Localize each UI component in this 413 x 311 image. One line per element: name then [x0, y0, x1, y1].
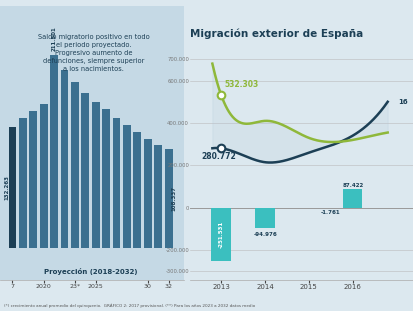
Text: Saldo migratorio positivo en todo
el periodo proyectado.
Progresivo aumento de
d: Saldo migratorio positivo en todo el per…	[38, 34, 149, 72]
Text: Migración exterior de España: Migración exterior de España	[190, 28, 363, 39]
Bar	[71, 82, 78, 248]
Bar	[254, 208, 274, 228]
Text: -251.531: -251.531	[218, 221, 223, 248]
Bar	[29, 111, 37, 248]
Bar	[92, 102, 100, 248]
Bar	[164, 149, 172, 248]
Text: -1.761: -1.761	[320, 210, 340, 215]
Bar	[19, 118, 27, 248]
Bar	[81, 93, 89, 248]
Text: 532.303: 532.303	[224, 80, 258, 89]
Text: 132.263: 132.263	[5, 175, 10, 200]
Bar	[211, 208, 230, 261]
Bar	[102, 109, 110, 248]
Text: (*) crecimiento anual promedio del quinquenio.  GRÁFICO 2: 2017 provisional. (**: (*) crecimiento anual promedio del quinq…	[4, 304, 255, 308]
Bar	[342, 189, 362, 208]
Text: 108.337: 108.337	[171, 186, 176, 211]
Text: 16: 16	[398, 99, 407, 105]
Bar	[144, 139, 151, 248]
Bar	[40, 104, 47, 248]
Bar	[60, 70, 68, 248]
Bar	[9, 127, 17, 248]
Bar	[123, 125, 131, 248]
Bar	[133, 132, 141, 248]
Text: -94.976: -94.976	[254, 232, 277, 237]
Bar	[154, 145, 162, 248]
Bar	[50, 55, 58, 248]
Text: Proyección (2018-2032): Proyección (2018-2032)	[44, 268, 137, 275]
Bar	[112, 118, 120, 248]
Text: 211.501: 211.501	[52, 27, 57, 51]
Text: 87.422: 87.422	[342, 183, 363, 188]
Text: 280.772: 280.772	[201, 152, 235, 161]
